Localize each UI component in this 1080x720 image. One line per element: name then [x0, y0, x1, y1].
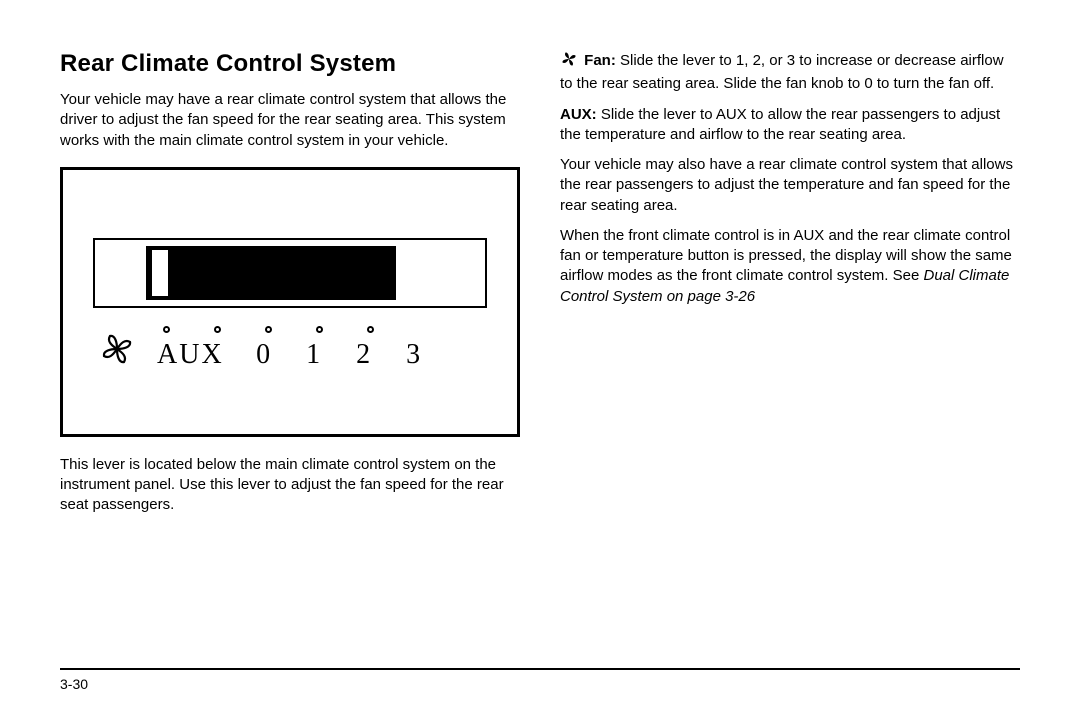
tick [265, 326, 272, 333]
aux-label: AUX: [560, 106, 597, 123]
left-column: Rear Climate Control System Your vehicle… [60, 50, 520, 526]
intro-paragraph: Your vehicle may have a rear climate con… [60, 90, 520, 151]
aux-paragraph: AUX: Slide the lever to AUX to allow the… [560, 105, 1020, 146]
para-aux-display: When the front climate control is in AUX… [560, 226, 1020, 307]
scale-labels: AUX 0 1 2 3 [157, 339, 487, 371]
tick [316, 326, 323, 333]
fan-label: Fan: [584, 52, 616, 69]
fan-paragraph: Fan: Slide the lever to 1, 2, or 3 to in… [560, 50, 1020, 95]
page-number: 3-30 [60, 676, 1020, 692]
scale-label-3: 3 [404, 339, 424, 371]
tick [214, 326, 221, 333]
scale-row: AUX 0 1 2 3 [93, 326, 487, 371]
scale-label-2: 2 [354, 339, 374, 371]
aux-text: Slide the lever to AUX to allow the rear… [560, 106, 1000, 143]
footer-rule [60, 668, 1020, 670]
fan-text: Slide the lever to 1, 2, or 3 to increas… [560, 52, 1004, 92]
scale-label-0: 0 [254, 339, 274, 371]
fan-icon [97, 331, 137, 367]
tick [163, 326, 170, 333]
tick [367, 326, 374, 333]
fan-icon [560, 50, 578, 74]
right-column: Fan: Slide the lever to 1, 2, or 3 to in… [560, 50, 1020, 526]
page-footer: 3-30 [60, 668, 1020, 692]
diagram-caption: This lever is located below the main cli… [60, 455, 520, 516]
section-title: Rear Climate Control System [60, 50, 520, 78]
slider-knob [152, 250, 168, 296]
tick-row [157, 326, 487, 333]
para-rear-adjust: Your vehicle may also have a rear climat… [560, 155, 1020, 216]
control-diagram: AUX 0 1 2 3 [60, 167, 520, 437]
scale-label-1: 1 [304, 339, 324, 371]
scale-label-aux: AUX [157, 339, 224, 371]
slider-housing [93, 238, 487, 308]
slider-track [146, 246, 395, 300]
